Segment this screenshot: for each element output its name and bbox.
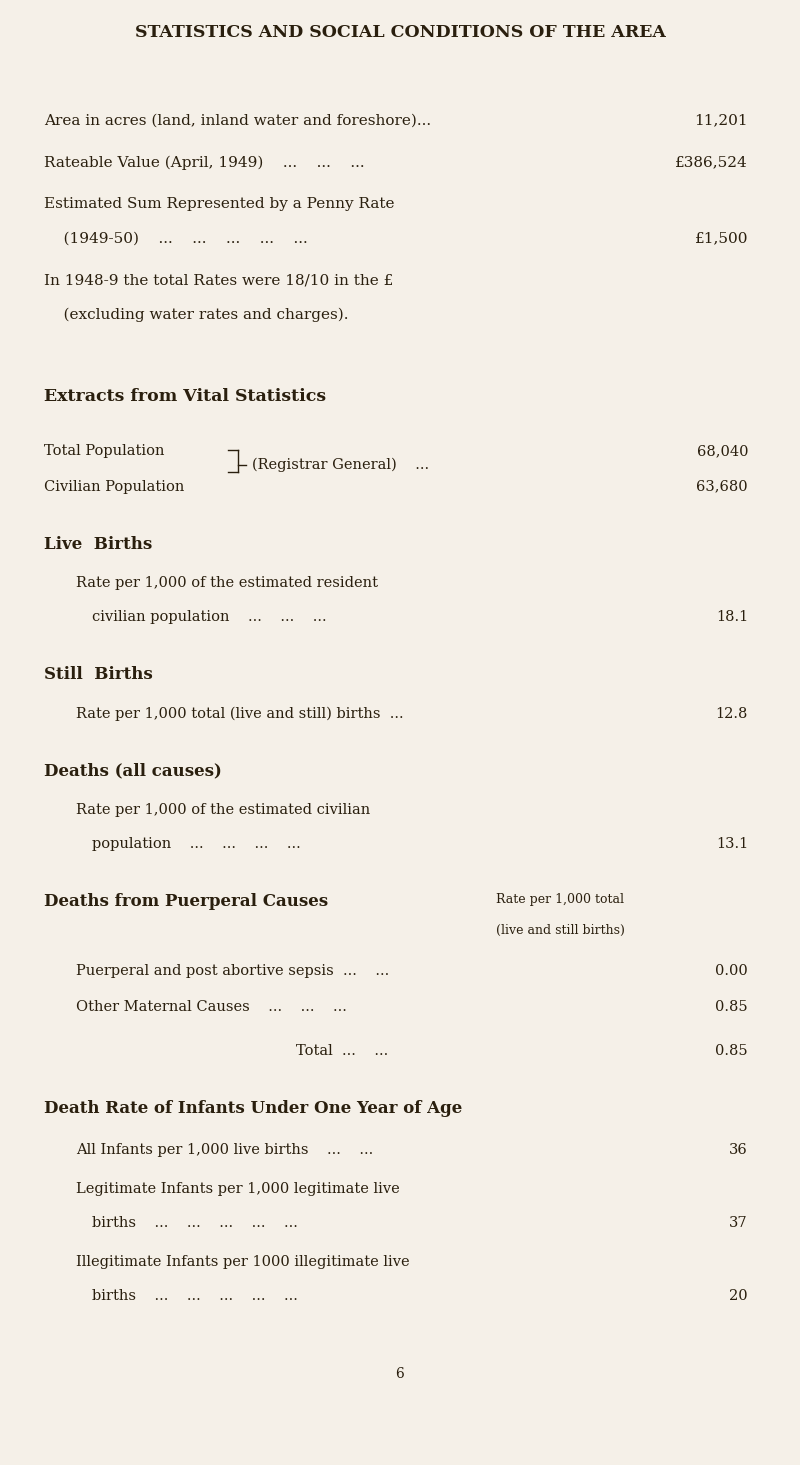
Text: Puerperal and post abortive sepsis  ...    ...: Puerperal and post abortive sepsis ... .… <box>76 964 390 979</box>
Text: (live and still births): (live and still births) <box>496 924 625 938</box>
Text: 36: 36 <box>730 1143 748 1157</box>
Text: Estimated Sum Represented by a Penny Rate: Estimated Sum Represented by a Penny Rat… <box>44 198 394 211</box>
Text: 12.8: 12.8 <box>716 706 748 721</box>
Text: 0.00: 0.00 <box>715 964 748 979</box>
Text: Total Population: Total Population <box>44 444 165 459</box>
Text: 13.1: 13.1 <box>716 837 748 851</box>
Text: 20: 20 <box>730 1289 748 1302</box>
Text: Death Rate of Infants Under One Year of Age: Death Rate of Infants Under One Year of … <box>44 1100 462 1116</box>
Text: Deaths (all causes): Deaths (all causes) <box>44 762 222 779</box>
Text: 37: 37 <box>730 1216 748 1231</box>
Text: 68,040: 68,040 <box>697 444 748 459</box>
Text: Legitimate Infants per 1,000 legitimate live: Legitimate Infants per 1,000 legitimate … <box>76 1182 400 1195</box>
Text: £386,524: £386,524 <box>675 155 748 170</box>
Text: births    ...    ...    ...    ...    ...: births ... ... ... ... ... <box>92 1289 298 1302</box>
Text: (1949-50)    ...    ...    ...    ...    ...: (1949-50) ... ... ... ... ... <box>44 231 308 246</box>
Text: £1,500: £1,500 <box>694 231 748 246</box>
Text: 0.85: 0.85 <box>715 1001 748 1014</box>
Text: STATISTICS AND SOCIAL CONDITIONS OF THE AREA: STATISTICS AND SOCIAL CONDITIONS OF THE … <box>134 23 666 41</box>
Text: Total  ...    ...: Total ... ... <box>296 1043 388 1058</box>
Text: Rate per 1,000 of the estimated resident: Rate per 1,000 of the estimated resident <box>76 576 378 590</box>
Text: Rate per 1,000 of the estimated civilian: Rate per 1,000 of the estimated civilian <box>76 803 370 817</box>
Text: 18.1: 18.1 <box>716 611 748 624</box>
Text: Still  Births: Still Births <box>44 667 153 683</box>
Text: 6: 6 <box>396 1367 404 1380</box>
Text: Rateable Value (April, 1949)    ...    ...    ...: Rateable Value (April, 1949) ... ... ... <box>44 155 365 170</box>
Text: In 1948-9 the total Rates were 18/10 in the £: In 1948-9 the total Rates were 18/10 in … <box>44 274 394 287</box>
Text: 63,680: 63,680 <box>696 479 748 494</box>
Text: All Infants per 1,000 live births    ...    ...: All Infants per 1,000 live births ... ..… <box>76 1143 374 1157</box>
Text: 0.85: 0.85 <box>715 1043 748 1058</box>
Text: births    ...    ...    ...    ...    ...: births ... ... ... ... ... <box>92 1216 298 1231</box>
Text: Extracts from Vital Statistics: Extracts from Vital Statistics <box>44 388 326 404</box>
Text: Live  Births: Live Births <box>44 536 152 552</box>
Text: Rate per 1,000 total: Rate per 1,000 total <box>496 894 624 905</box>
Text: civilian population    ...    ...    ...: civilian population ... ... ... <box>92 611 326 624</box>
Text: Area in acres (land, inland water and foreshore)...: Area in acres (land, inland water and fo… <box>44 113 431 127</box>
Text: Civilian Population: Civilian Population <box>44 479 184 494</box>
Text: Deaths from Puerperal Causes: Deaths from Puerperal Causes <box>44 894 328 910</box>
Text: 11,201: 11,201 <box>694 113 748 127</box>
Text: Other Maternal Causes    ...    ...    ...: Other Maternal Causes ... ... ... <box>76 1001 347 1014</box>
Text: Rate per 1,000 total (live and still) births  ...: Rate per 1,000 total (live and still) bi… <box>76 706 404 721</box>
Text: (Registrar General)    ...: (Registrar General) ... <box>252 457 429 472</box>
Text: (excluding water rates and charges).: (excluding water rates and charges). <box>44 308 349 322</box>
Text: population    ...    ...    ...    ...: population ... ... ... ... <box>92 837 301 851</box>
Text: Illegitimate Infants per 1000 illegitimate live: Illegitimate Infants per 1000 illegitima… <box>76 1256 410 1269</box>
